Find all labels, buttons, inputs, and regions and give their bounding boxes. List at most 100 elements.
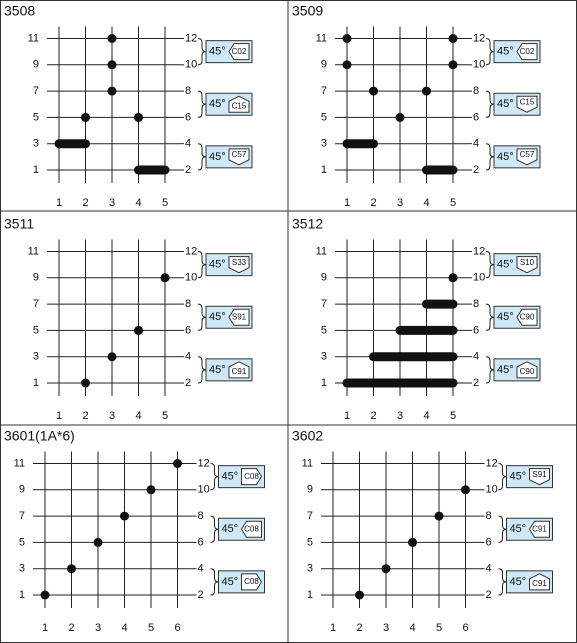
column-label: 2	[370, 410, 376, 422]
code: C90	[520, 367, 535, 376]
angle: 45°	[497, 259, 514, 271]
column-label: 5	[162, 410, 168, 422]
direction-icon	[241, 573, 263, 591]
dot	[67, 564, 76, 574]
brace	[197, 356, 207, 384]
right-label: 4	[185, 138, 191, 150]
column-label: 5	[148, 622, 154, 634]
left-label: 11	[28, 32, 39, 44]
right-label: 8	[473, 298, 479, 310]
dot	[81, 112, 90, 122]
right-label: 6	[473, 111, 479, 123]
right-label: 8	[185, 298, 191, 310]
brace	[485, 356, 495, 384]
dot	[134, 325, 143, 335]
panel-title: 3601(1A*6)	[4, 428, 75, 444]
angle: 45°	[209, 151, 226, 163]
angle: 45°	[209, 364, 226, 376]
code: C91	[232, 367, 247, 376]
column-label: 4	[423, 197, 429, 209]
right-label: 8	[486, 510, 492, 522]
dot	[146, 485, 156, 495]
right-label: 12	[185, 32, 197, 44]
left-label: 11	[14, 457, 25, 469]
dot	[173, 459, 182, 468]
angle: 45°	[209, 46, 226, 58]
dot	[107, 34, 117, 43]
column-label: 1	[42, 622, 48, 634]
column-label: 1	[56, 197, 62, 209]
brace	[485, 90, 495, 118]
column-label: 5	[436, 622, 442, 634]
column-label: 1	[56, 410, 62, 422]
brace	[485, 38, 495, 66]
direction-icon	[529, 573, 550, 591]
column-label: 3	[109, 197, 115, 209]
code: C57	[232, 150, 247, 159]
column-label: 6	[462, 622, 468, 634]
angle: 45°	[222, 576, 239, 588]
angle: 45°	[209, 98, 226, 110]
code: C08	[244, 472, 259, 481]
code: S33	[232, 258, 247, 267]
code: C90	[520, 312, 535, 321]
right-label: 10	[185, 272, 197, 284]
column-label: 5	[162, 197, 168, 209]
column-label: 1	[344, 197, 350, 209]
right-label: 6	[486, 536, 492, 548]
direction-icon	[516, 148, 538, 166]
column-label: 2	[68, 622, 74, 634]
left-label: 1	[321, 377, 327, 389]
left-label: 5	[307, 536, 313, 548]
left-label: 7	[321, 298, 327, 310]
left-label: 7	[321, 85, 327, 97]
column-label: 1	[344, 410, 350, 422]
column-label: 3	[397, 197, 403, 209]
dot	[355, 590, 364, 600]
dot	[422, 86, 431, 96]
column-label: 4	[135, 197, 141, 209]
column-label: 2	[82, 197, 88, 209]
brace	[485, 143, 495, 171]
right-label: 4	[185, 351, 191, 363]
brace	[197, 90, 207, 118]
left-label: 3	[321, 351, 327, 363]
left-label: 7	[307, 510, 313, 522]
brace	[197, 251, 207, 279]
dot	[448, 60, 458, 70]
direction-icon	[228, 308, 250, 326]
direction-icon	[228, 148, 250, 166]
column-label: 5	[450, 410, 456, 422]
right-label: 12	[473, 32, 485, 44]
angle: 45°	[510, 523, 527, 535]
brace	[498, 568, 507, 596]
code: C15	[232, 101, 247, 110]
left-label: 9	[321, 272, 327, 284]
panel-title: 3509	[292, 3, 323, 19]
left-label: 3	[33, 138, 39, 150]
left-label: 11	[316, 245, 327, 257]
right-label: 12	[473, 245, 485, 257]
dot	[93, 537, 103, 547]
angle: 45°	[510, 576, 527, 588]
panel-title: 3602	[292, 428, 323, 444]
right-label: 2	[486, 589, 492, 601]
column-label: 3	[383, 622, 389, 634]
left-label: 1	[307, 589, 313, 601]
left-label: 5	[321, 324, 327, 336]
dot	[107, 86, 117, 96]
left-label: 5	[19, 536, 25, 548]
left-label: 3	[33, 351, 39, 363]
direction-icon	[228, 43, 250, 61]
angle: 45°	[497, 364, 514, 376]
dot	[160, 273, 170, 283]
brace	[197, 143, 207, 171]
brace	[210, 463, 219, 491]
left-label: 1	[33, 164, 39, 176]
direction-icon	[228, 361, 250, 379]
brace	[485, 251, 495, 279]
right-label: 10	[473, 59, 485, 71]
brace	[498, 515, 507, 543]
angle: 45°	[497, 98, 514, 110]
